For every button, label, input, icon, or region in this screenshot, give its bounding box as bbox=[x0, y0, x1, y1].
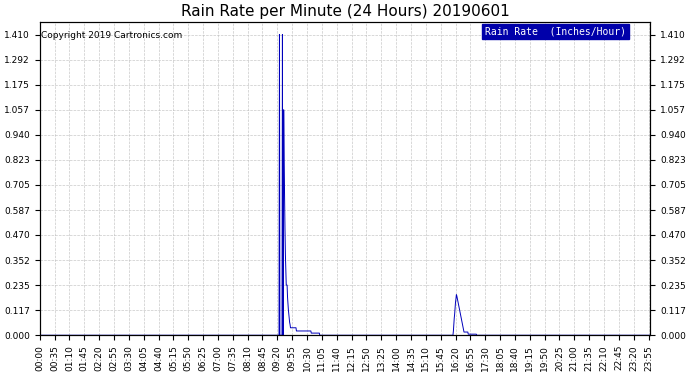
Text: Rain Rate  (Inches/Hour): Rain Rate (Inches/Hour) bbox=[485, 26, 627, 36]
Text: Copyright 2019 Cartronics.com: Copyright 2019 Cartronics.com bbox=[41, 31, 182, 40]
Title: Rain Rate per Minute (24 Hours) 20190601: Rain Rate per Minute (24 Hours) 20190601 bbox=[181, 4, 509, 19]
